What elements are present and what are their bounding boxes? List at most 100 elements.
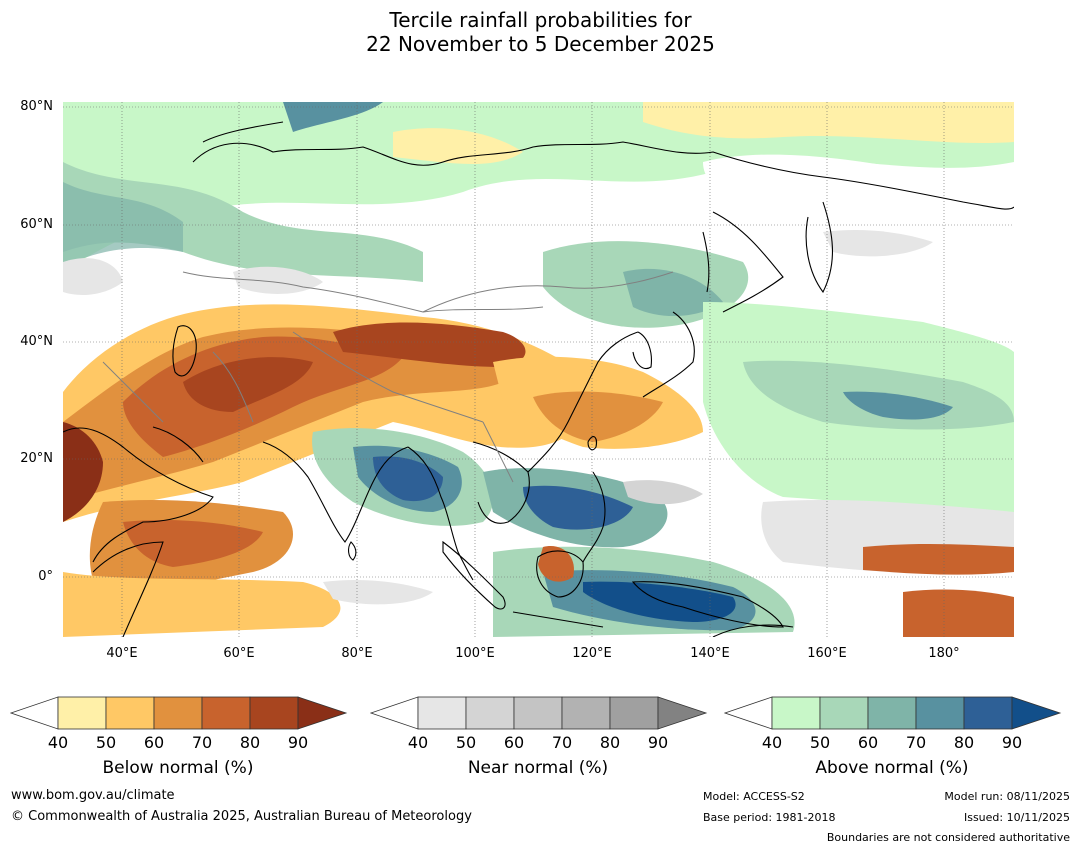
field-above-china-north [623, 268, 723, 317]
near-swatch-50-60 [465, 696, 515, 730]
below-tick-90: 90 [287, 733, 309, 752]
field-above-nw-dark [63, 182, 183, 267]
colorbar-above-swatches [724, 696, 1062, 730]
near-tick-50: 50 [455, 733, 477, 752]
above-tick-50: 50 [809, 733, 831, 752]
border-china-mongolia [422, 271, 674, 313]
field-above-pacific-dark [843, 391, 953, 420]
near-upper-arrow [657, 696, 708, 730]
below-swatch-40-50 [57, 696, 107, 730]
coast-sumatra [442, 540, 506, 610]
field-below-indian-ocean [63, 572, 341, 637]
field-above-seasia-dark [523, 485, 633, 530]
colorbar-near-normal: 40 50 60 70 80 90 Near normal (%) [370, 696, 710, 786]
coast-java [512, 611, 604, 628]
coast-taiwan [587, 436, 597, 451]
coast-new-guinea [631, 581, 784, 628]
website-link[interactable]: www.bom.gov.au/climate [11, 788, 175, 803]
coast-okhotsk [712, 211, 784, 313]
above-swatch-80-90 [963, 696, 1013, 730]
lat-label-0: 0° [38, 569, 53, 584]
near-lower-arrow [370, 696, 419, 730]
base-period: Base period: 1981-2018 [703, 811, 836, 824]
field-near-patch-2 [63, 258, 123, 295]
coastlines [63, 121, 1014, 637]
rainfall-probability-map [63, 102, 1014, 637]
map-canvas [63, 102, 1014, 637]
border-central-asia [182, 271, 544, 313]
above-tick-90: 90 [1001, 733, 1023, 752]
border-iran-afghan [212, 351, 254, 423]
above-tick-60: 60 [857, 733, 879, 752]
above-swatch-50-60 [819, 696, 869, 730]
colorbar-below-normal: 40 50 60 70 80 90 Below normal (%) [10, 696, 350, 786]
coast-persian-gulf [152, 426, 204, 463]
near-swatch-60-70 [513, 696, 563, 730]
field-near-patch-4 [623, 480, 703, 505]
below-normal-label: Below normal (%) [102, 758, 254, 778]
lat-label-40n: 40°N [20, 334, 53, 349]
title-line-2: 22 November to 5 December 2025 [366, 32, 715, 56]
coast-arabia [63, 427, 214, 563]
field-near-patch-3 [823, 230, 933, 257]
coast-india [262, 441, 409, 543]
field-below-arabia [63, 422, 103, 522]
below-swatch-50-60 [105, 696, 155, 730]
lon-label-180: 180° [928, 646, 960, 661]
coast-australia [712, 624, 794, 637]
graticule [63, 102, 1014, 637]
above-upper-arrow [1011, 696, 1062, 730]
lon-label-100e: 100°E [455, 646, 495, 661]
field-below-china-east-dark [533, 391, 663, 442]
coast-borneo [536, 550, 584, 598]
field-below-ne [643, 102, 1014, 144]
above-swatch-40-50 [771, 696, 821, 730]
lat-label-20n: 20°N [20, 451, 53, 466]
field-below-tibet [333, 322, 526, 367]
lon-label-80e: 80°E [341, 646, 373, 661]
near-swatch-40-50 [417, 696, 467, 730]
below-swatch-60-70 [153, 696, 203, 730]
field-below-arctic [393, 128, 523, 164]
field-white-ne [703, 154, 1014, 232]
lon-label-120e: 120°E [572, 646, 612, 661]
near-swatch-70-80 [561, 696, 611, 730]
title-line-1: Tercile rainfall probabilities for [389, 8, 692, 32]
near-tick-40: 40 [407, 733, 429, 752]
coast-horn-africa [92, 541, 164, 637]
field-below-pacific-east [863, 543, 1014, 575]
field-above-bengal-dark [373, 456, 443, 502]
below-swatch-80-90 [249, 696, 299, 730]
above-tick-70: 70 [905, 733, 927, 752]
map-title: Tercile rainfall probabilities for 22 No… [0, 8, 1081, 56]
near-swatch-80-90 [609, 696, 659, 730]
field-below-borneo [538, 546, 574, 582]
above-lower-arrow [724, 696, 773, 730]
issued-date: Issued: 10/11/2025 [963, 811, 1070, 824]
coast-kamchatka [805, 201, 833, 294]
coast-caspian [172, 325, 197, 377]
below-upper-arrow [297, 696, 348, 730]
field-above-arctic [283, 102, 383, 132]
lon-label-40e: 40°E [106, 646, 138, 661]
lon-label-60e: 60°E [223, 646, 255, 661]
border-middle-east [102, 361, 164, 423]
country-boundaries [102, 271, 674, 483]
below-tick-50: 50 [95, 733, 117, 752]
boundaries-disclaimer: Boundaries are not considered authoritat… [826, 831, 1070, 844]
coast-burma-thai [407, 446, 474, 581]
coast-sri-lanka [348, 541, 357, 561]
border-himalaya [292, 331, 484, 423]
above-normal-label: Above normal (%) [815, 758, 969, 778]
coast-indochina [472, 441, 530, 524]
lon-label-140e: 140°E [690, 646, 730, 661]
field-above-north [63, 102, 1014, 272]
near-normal-label: Near normal (%) [467, 758, 609, 778]
field-below-iran [183, 357, 313, 412]
field-above-north-dark [63, 162, 423, 282]
below-swatch-70-80 [201, 696, 251, 730]
border-indochina [482, 421, 514, 483]
lat-label-60n: 60°N [20, 217, 53, 232]
colorbar-below-swatches [10, 696, 348, 730]
below-tick-60: 60 [143, 733, 165, 752]
